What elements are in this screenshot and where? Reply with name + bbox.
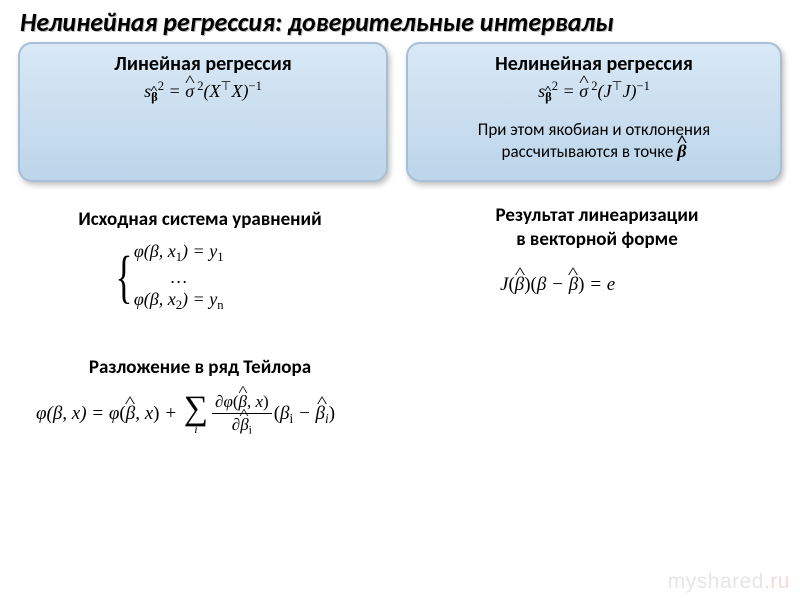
card-linear-formula: sβ2 = σ 2(X⊤X)−1 [32, 78, 374, 105]
card-nonlinear-note: При этом якобиан и отклонения рассчитыва… [420, 119, 768, 163]
heading-linearization: Результат линеаризациив векторной форме [432, 204, 762, 252]
eq-taylor: φ(β, x) = φ(β, x) + ∑i∂φ(β, x)∂βi(βi − β… [36, 392, 335, 438]
eq-original-system: {φ(β, x1) = y1…φ(β, x2) = yn [110, 240, 223, 314]
card-nonlinear: Нелинейная регрессия sβ2 = σ 2(J⊤J)−1 Пр… [406, 42, 782, 182]
heading-taylor: Разложение в ряд Тейлора [40, 356, 360, 379]
card-nonlinear-formula: sβ2 = σ 2(J⊤J)−1 [420, 78, 768, 105]
heading-original-system: Исходная система уравнений [40, 208, 360, 231]
watermark-text: myshared [668, 570, 764, 593]
card-linear-title: Линейная регрессия [32, 52, 374, 76]
card-linear: Линейная регрессия sβ2 = σ 2(X⊤X)−1 [18, 42, 388, 182]
watermark: myshared.ru [668, 570, 790, 594]
watermark-accent: .ru [764, 570, 790, 593]
eq-linearization: J(β)(β − β) = e [500, 274, 615, 296]
slide-title: Нелинейная регрессия: доверительные инте… [20, 6, 780, 38]
card-nonlinear-title: Нелинейная регрессия [420, 52, 768, 76]
